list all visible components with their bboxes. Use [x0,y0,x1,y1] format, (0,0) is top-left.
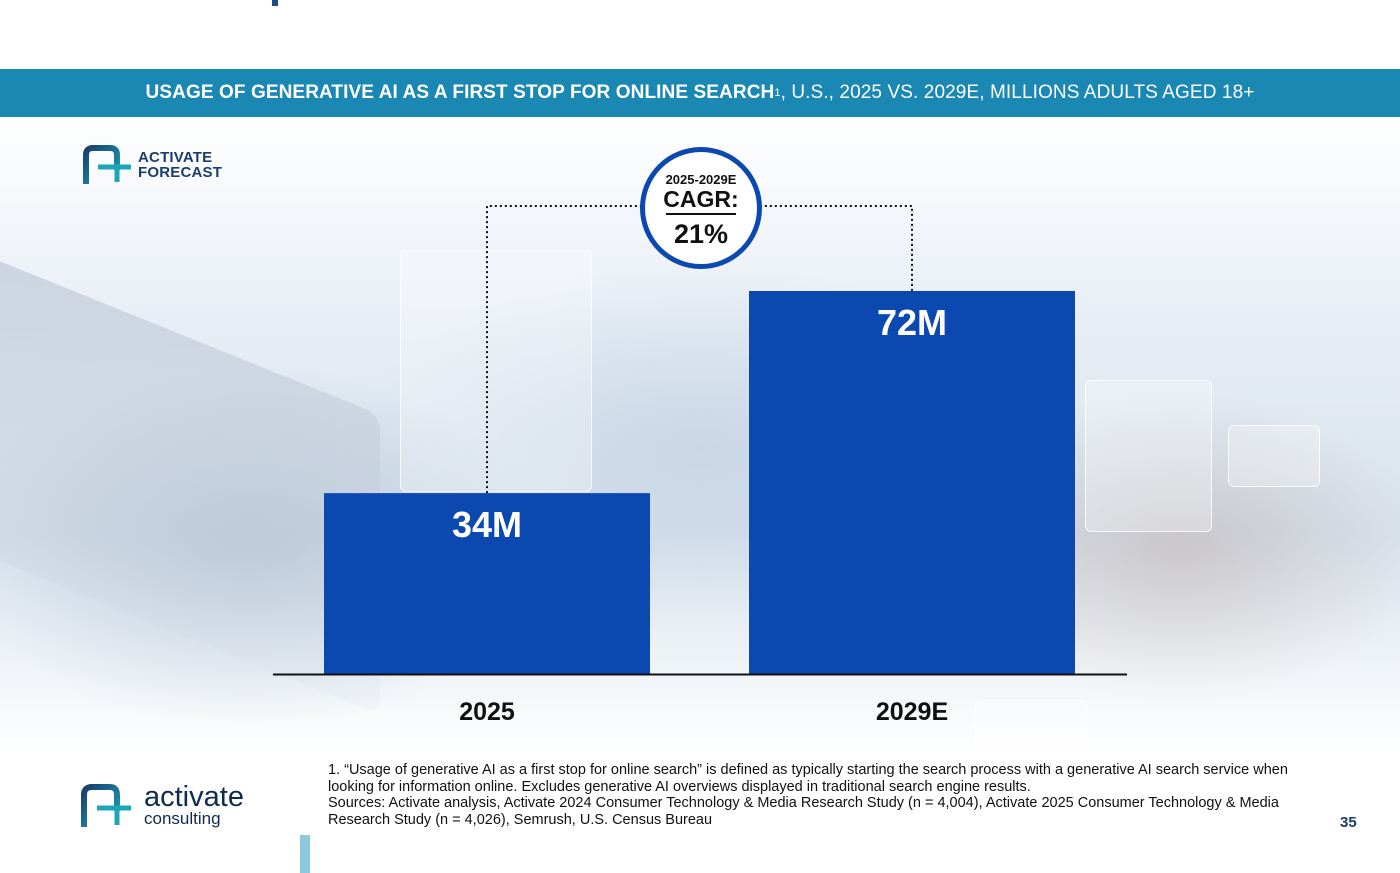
x-tick-label-2029E: 2029E [876,698,948,726]
cagr-range: 2025-2029E [665,172,737,187]
background-ui-panel [975,700,1087,752]
header-accent-mark [272,0,278,6]
activate-consulting-logo: activate consulting [80,781,244,828]
logo-wordmark: activate consulting [144,781,244,828]
forecast-badge-line1: ACTIVATE [138,149,213,166]
activate-logo-icon [81,784,131,827]
footnote-marker: 1 [774,87,781,99]
footnote-1: 1. “Usage of generative AI as a first st… [328,762,1288,795]
chart-title-bold: USAGE OF GENERATIVE AI AS A FIRST STOP F… [145,82,775,103]
cagr-value: 21% [673,219,729,249]
background-ui-panel [1228,425,1320,487]
cagr-label: CAGR: [663,186,739,212]
cagr-divider [666,213,736,215]
accent-strip [300,835,310,873]
activate-logo-icon [83,145,131,184]
page-number: 35 [1340,814,1357,831]
data-label-2025: 34M [452,504,522,545]
bar-2029E [749,291,1075,674]
bar-2025 [324,493,650,674]
logo-name: activate [144,781,244,813]
activate-forecast-badge: ACTIVATE FORECAST [82,145,222,185]
data-label-2029E: 72M [877,302,947,343]
chart-title-banner: USAGE OF GENERATIVE AI AS A FIRST STOP F… [0,69,1400,117]
chart-title-rest: , U.S., 2025 VS. 2029E, MILLIONS ADULTS … [780,82,1255,103]
forecast-badge-line2: FORECAST [138,164,223,181]
background-ui-panel [1085,380,1212,532]
logo-subtitle: consulting [144,809,221,828]
footnote-sources: Sources: Activate analysis, Activate 202… [328,795,1279,828]
forecast-badge-text: ACTIVATE FORECAST [138,150,222,180]
x-tick-label-2025: 2025 [459,698,515,726]
cagr-callout: 2025-2029E CAGR: 21% [640,147,762,269]
footnotes: 1. “Usage of generative AI as a first st… [328,762,1308,828]
background-ui-panel [400,250,592,492]
